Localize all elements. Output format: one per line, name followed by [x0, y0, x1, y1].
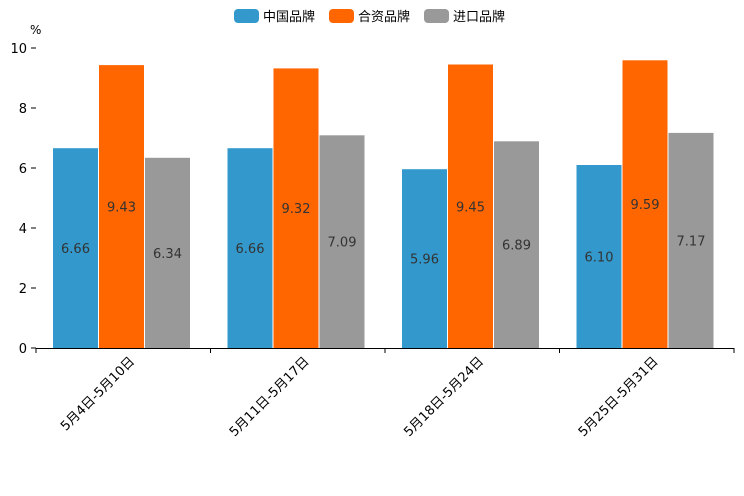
bar-data-label: 6.34	[153, 247, 182, 262]
y-tick-label: 8	[19, 102, 27, 117]
y-tick-label: 10	[10, 42, 27, 57]
bar-data-label: 9.45	[456, 200, 485, 215]
x-tick-label: 5月25日-5月31日	[576, 354, 662, 440]
bar-data-label: 7.17	[677, 234, 706, 249]
bar-data-label: 9.43	[107, 201, 136, 216]
bar-data-label: 6.66	[61, 242, 90, 257]
bar-data-label: 7.09	[328, 236, 357, 251]
x-axis: 5月4日-5月10日 5月11日-5月17日 5月18日-5月24日 5月25日-5月…	[36, 348, 734, 440]
y-axis: 0 2 4 6 8 10	[10, 42, 36, 357]
legend-label: 合资品牌	[358, 9, 410, 25]
bar-data-label: 6.89	[502, 239, 531, 254]
legend-label: 进口品牌	[453, 9, 505, 25]
y-tick-label: 6	[19, 162, 27, 177]
x-tick-label: 5月18日-5月24日	[401, 354, 487, 440]
bar-data-label: 9.32	[282, 202, 311, 217]
legend-swatch	[329, 9, 354, 23]
bar-data-label: 6.10	[585, 251, 614, 266]
legend-swatch	[234, 9, 259, 23]
bar-data-label: 5.96	[410, 253, 439, 268]
y-axis-unit-label: %	[30, 23, 41, 37]
bar-chart: 中国品牌 合资品牌 进口品牌 % 0 2 4 6 8 10 6.66 9.43 6.34 6.66 9…	[0, 0, 744, 496]
y-tick-label: 0	[19, 342, 27, 357]
bars: 6.66 9.43 6.34 6.66 9.32 7.09 5.96 9.45 6.89 6.10…	[53, 60, 714, 348]
legend: 中国品牌 合资品牌 进口品牌	[234, 9, 505, 25]
bar-data-label: 6.66	[236, 242, 265, 257]
x-tick-label: 5月4日-5月10日	[58, 354, 138, 434]
y-tick-label: 4	[19, 222, 27, 237]
legend-swatch	[424, 9, 449, 23]
y-tick-label: 2	[19, 282, 27, 297]
legend-label: 中国品牌	[263, 9, 315, 25]
x-tick-label: 5月11日-5月17日	[227, 354, 313, 440]
bar-data-label: 9.59	[631, 198, 660, 213]
